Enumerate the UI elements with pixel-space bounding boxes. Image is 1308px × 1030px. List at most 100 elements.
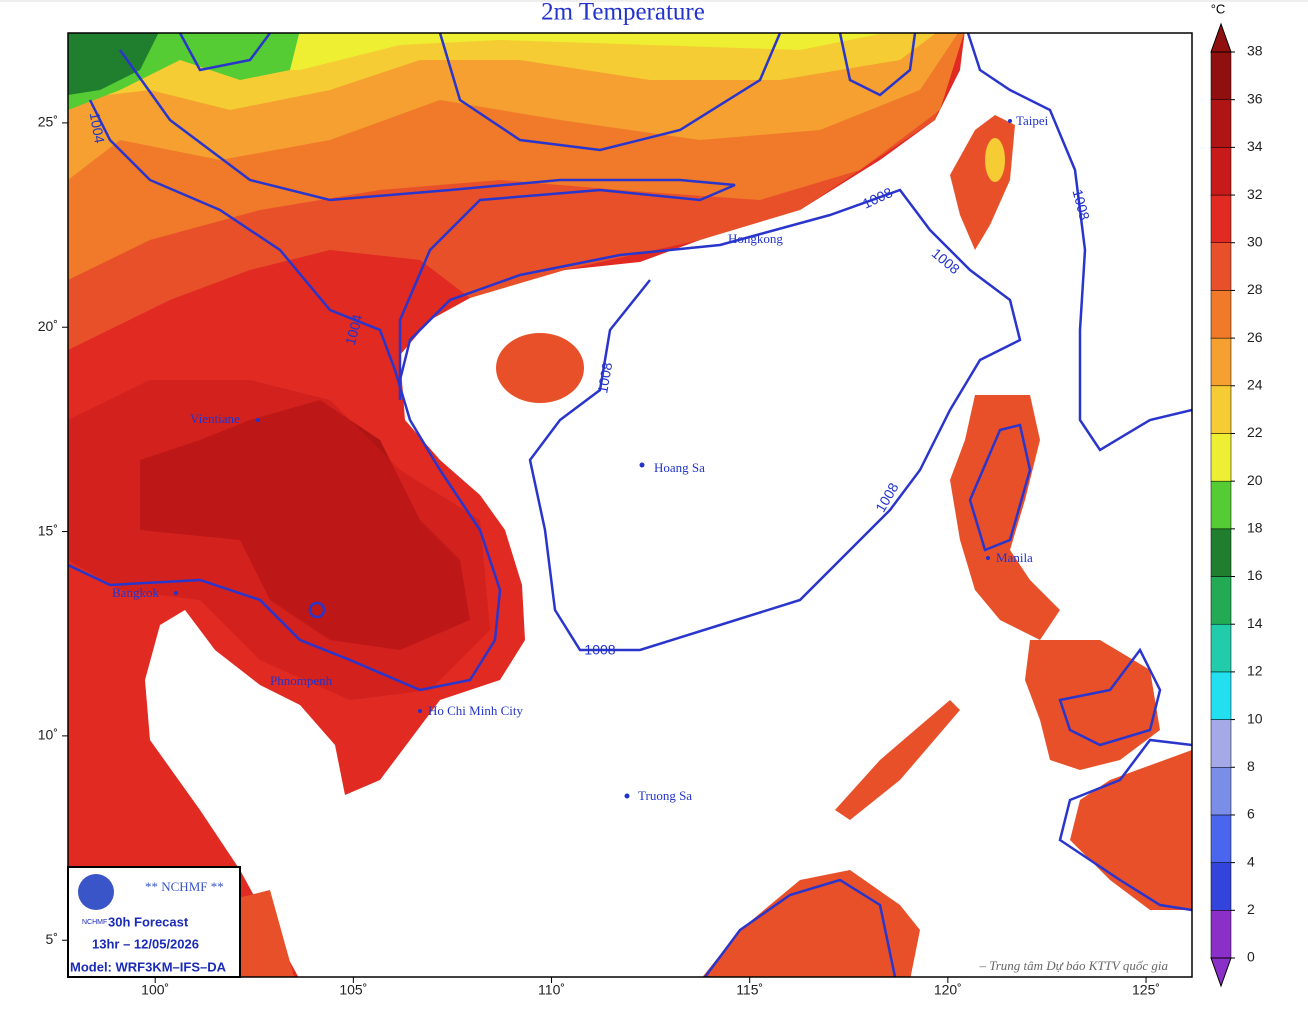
colorbar-band bbox=[1210, 242, 1232, 291]
y-tick-label: 15˚ bbox=[38, 522, 58, 538]
luzon bbox=[950, 395, 1060, 640]
colorbar-band bbox=[1210, 337, 1232, 387]
logo-text: NCHMF bbox=[82, 919, 107, 926]
colorbar-label: 20 bbox=[1247, 472, 1263, 488]
sumatra bbox=[230, 890, 295, 977]
contour-label: 1004 bbox=[87, 111, 108, 145]
palawan bbox=[835, 700, 960, 820]
x-tick-label: 100˚ bbox=[141, 982, 169, 998]
colorbar-label: 0 bbox=[1247, 949, 1255, 965]
city-label: Truong Sa bbox=[638, 788, 692, 803]
colorbar-label: 18 bbox=[1247, 520, 1263, 536]
mainland bbox=[68, 33, 965, 977]
city-dot bbox=[624, 793, 630, 799]
contour-label: 1008 bbox=[584, 642, 615, 658]
city-label: Bangkok bbox=[112, 585, 159, 600]
city-label: Taipei bbox=[1016, 113, 1049, 128]
colorbar-end bbox=[1210, 22, 1232, 53]
city-dot bbox=[256, 418, 260, 422]
colorbar-band bbox=[1210, 719, 1232, 768]
attribution: – Trung tâm Dự báo KTTV quốc gia bbox=[978, 958, 1168, 973]
temp-zone-20 bbox=[183, 33, 885, 70]
colorbar-label: 32 bbox=[1247, 186, 1263, 202]
city-label: Vientiane bbox=[190, 411, 240, 426]
isobar bbox=[1058, 738, 1192, 912]
isobar bbox=[178, 33, 272, 72]
map-frame bbox=[67, 32, 1193, 978]
colorbar-label: 24 bbox=[1247, 376, 1263, 392]
colorbar-label: 26 bbox=[1247, 329, 1263, 345]
colorbar-label: 2 bbox=[1247, 901, 1255, 917]
title: 2m Temperature bbox=[541, 0, 705, 26]
isobar bbox=[968, 423, 1032, 552]
colorbar-band bbox=[1210, 910, 1232, 959]
colorbar-label: 6 bbox=[1247, 806, 1255, 822]
isobar bbox=[398, 188, 1022, 652]
map-area: 1004 1004 1008 1008 1008 1008 1008 1008 … bbox=[68, 33, 1192, 977]
taiwan-highland bbox=[985, 138, 1005, 182]
colorbar-band bbox=[1210, 767, 1232, 816]
mindanao bbox=[1070, 750, 1192, 910]
info-model: Model: WRF3KM–IFS–DA bbox=[70, 959, 227, 974]
colorbar-band bbox=[1210, 814, 1232, 863]
city-label: Hongkong bbox=[728, 231, 783, 246]
colorbar-band bbox=[1210, 51, 1232, 100]
contour-label: 1004 bbox=[342, 312, 366, 346]
logo bbox=[78, 874, 114, 910]
colorbar-band bbox=[1210, 433, 1232, 482]
colorbar-label: 36 bbox=[1247, 90, 1263, 106]
isobar bbox=[438, 33, 782, 152]
colorbar-label: 8 bbox=[1247, 758, 1255, 774]
x-tick-label: 110˚ bbox=[538, 982, 565, 998]
city-label: Phnompenh bbox=[270, 673, 333, 688]
isobar bbox=[703, 878, 897, 977]
colorbar-band bbox=[1210, 194, 1232, 243]
isobar bbox=[118, 49, 736, 400]
city-dot bbox=[418, 709, 422, 713]
colorbar-band bbox=[1210, 480, 1232, 530]
colorbar-label: 38 bbox=[1247, 43, 1263, 59]
city-dot bbox=[174, 591, 178, 595]
city-label: Manila bbox=[996, 550, 1033, 565]
y-tick-label: 5˚ bbox=[46, 931, 58, 947]
x-tick-label: 125˚ bbox=[1132, 982, 1160, 998]
info-forecast: 30h Forecast bbox=[108, 914, 189, 929]
city-label: Ho Chi Minh City bbox=[428, 703, 523, 718]
colorbar-label: 22 bbox=[1247, 424, 1263, 440]
hainan bbox=[496, 333, 584, 403]
colorbar-unit: °C bbox=[1211, 1, 1226, 16]
x-tick-label: 115˚ bbox=[736, 982, 763, 998]
y-tick-label: 10˚ bbox=[38, 727, 58, 743]
colorbar-band bbox=[1210, 290, 1232, 339]
colorbar-label: 10 bbox=[1247, 710, 1263, 726]
colorbar-band bbox=[1210, 576, 1232, 625]
isobar bbox=[838, 33, 917, 97]
y-tick-label: 25˚ bbox=[38, 114, 58, 130]
info-box: NCHMF ** NCHMF ** 30h Forecast 13hr – 12… bbox=[67, 866, 241, 978]
colorbar-band bbox=[1210, 147, 1232, 196]
contour-label: 1008 bbox=[1069, 188, 1093, 222]
colorbar-band bbox=[1210, 671, 1232, 720]
colorbar-label: 34 bbox=[1247, 138, 1263, 154]
colorbar-label: 12 bbox=[1247, 663, 1263, 679]
contour-label: 1008 bbox=[594, 361, 615, 395]
isobar bbox=[68, 99, 502, 692]
colorbar-band bbox=[1210, 99, 1232, 148]
colorbar-label: 28 bbox=[1247, 281, 1263, 297]
colorbar-band bbox=[1210, 623, 1232, 673]
colorbar-band bbox=[1210, 862, 1232, 911]
colorbar-band bbox=[1210, 385, 1232, 434]
info-org: ** NCHMF ** bbox=[145, 879, 224, 894]
colorbar-label: 16 bbox=[1247, 567, 1263, 583]
colorbar-label: 30 bbox=[1247, 233, 1263, 249]
isobar bbox=[1058, 647, 1162, 747]
city-label: Hoang Sa bbox=[654, 460, 705, 475]
city-dot bbox=[639, 462, 645, 468]
colorbar-label: 14 bbox=[1247, 615, 1263, 631]
x-tick-label: 105˚ bbox=[339, 982, 367, 998]
temp-zone-34 bbox=[68, 380, 490, 700]
temp-zone-16 bbox=[68, 33, 159, 95]
isobar bbox=[966, 33, 1192, 452]
